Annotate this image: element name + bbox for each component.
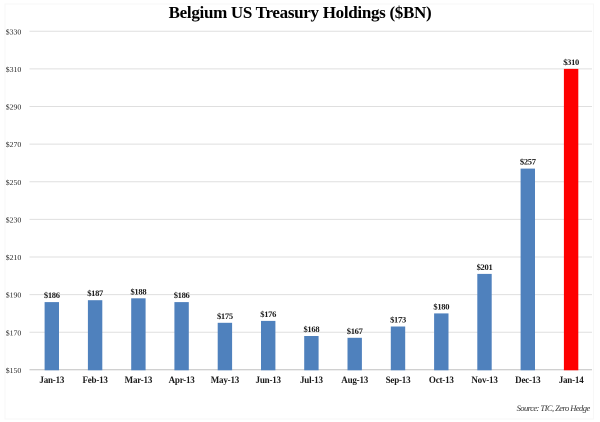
svg-text:$257: $257 [520, 157, 537, 167]
svg-text:$167: $167 [347, 326, 364, 336]
svg-text:$290: $290 [6, 103, 22, 112]
svg-text:Oct-13: Oct-13 [429, 375, 454, 385]
svg-text:$201: $201 [477, 262, 493, 272]
svg-text:$150: $150 [6, 366, 22, 375]
svg-text:$188: $188 [130, 286, 146, 296]
svg-text:$186: $186 [174, 290, 190, 300]
svg-text:$190: $190 [6, 291, 22, 300]
svg-text:$310: $310 [6, 65, 22, 74]
svg-text:$170: $170 [6, 328, 22, 337]
svg-text:$180: $180 [433, 301, 449, 311]
svg-text:$175: $175 [217, 311, 233, 321]
svg-text:$187: $187 [87, 288, 104, 298]
svg-text:Jun-13: Jun-13 [256, 375, 282, 385]
svg-text:$330: $330 [6, 27, 22, 36]
svg-text:Mar-13: Mar-13 [125, 375, 153, 385]
svg-text:Source: TIC, Zero Hedge: Source: TIC, Zero Hedge [517, 403, 591, 413]
svg-text:$230: $230 [6, 216, 22, 225]
svg-text:$270: $270 [6, 140, 22, 149]
svg-text:Apr-13: Apr-13 [169, 375, 196, 385]
svg-text:Jan-13: Jan-13 [39, 375, 65, 385]
svg-text:May-13: May-13 [211, 375, 240, 385]
svg-text:Nov-13: Nov-13 [471, 375, 498, 385]
svg-text:$168: $168 [303, 324, 319, 334]
svg-text:Dec-13: Dec-13 [515, 375, 541, 385]
svg-text:Sep-13: Sep-13 [386, 375, 412, 385]
svg-text:$310: $310 [563, 57, 579, 67]
svg-text:Jan-14: Jan-14 [559, 375, 585, 385]
svg-text:$186: $186 [44, 290, 60, 300]
svg-text:$250: $250 [6, 178, 22, 187]
svg-text:$176: $176 [260, 309, 276, 319]
svg-text:Feb-13: Feb-13 [82, 375, 108, 385]
svg-text:Aug-13: Aug-13 [341, 375, 369, 385]
svg-text:$173: $173 [390, 315, 406, 325]
svg-text:$210: $210 [6, 253, 22, 262]
svg-text:Jul-13: Jul-13 [300, 375, 324, 385]
